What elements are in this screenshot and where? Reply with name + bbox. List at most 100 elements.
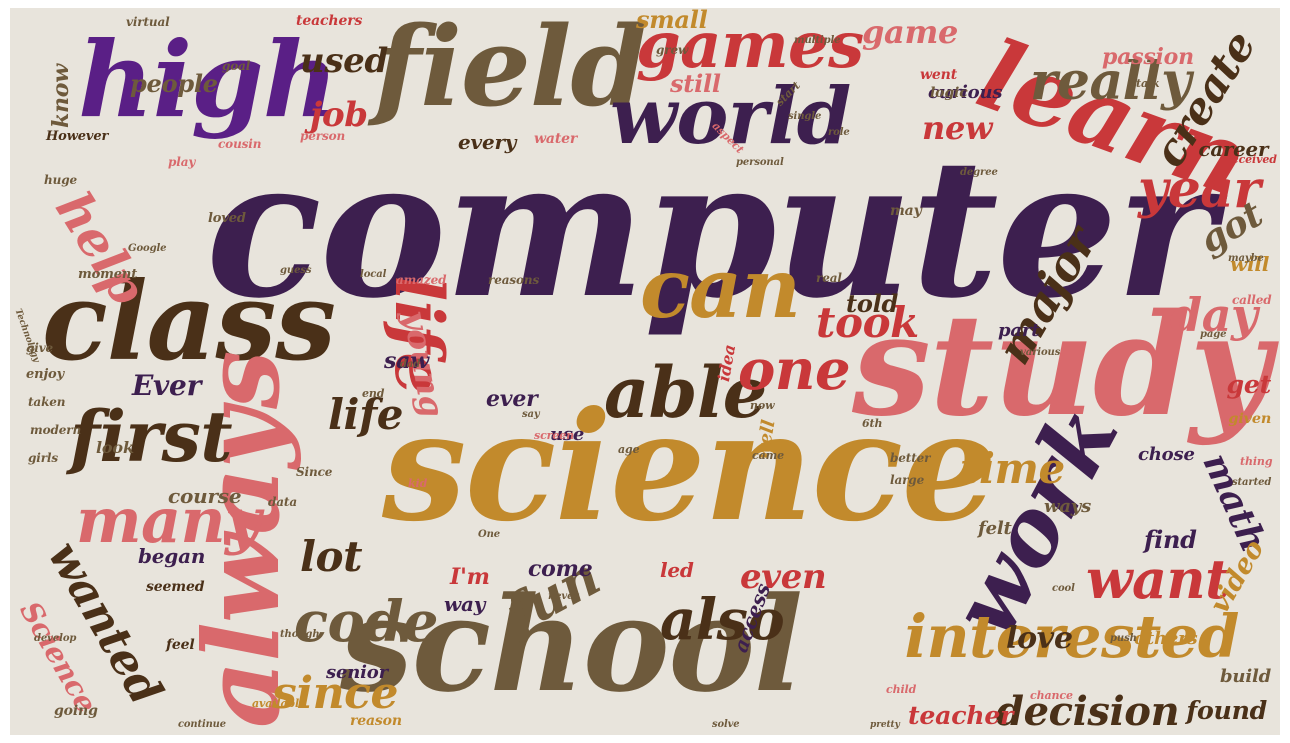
word: screen (534, 429, 575, 442)
word: field (374, 8, 647, 131)
word: maybe (1228, 253, 1264, 264)
word: school (340, 568, 803, 721)
word: even (740, 557, 827, 597)
word: give (26, 341, 54, 355)
word: 6th (862, 417, 883, 430)
word: will (1230, 252, 1270, 276)
word: took (816, 298, 919, 347)
word: really (1030, 51, 1191, 112)
word: I'm (450, 564, 490, 590)
word: Technology (12, 307, 42, 364)
word: chose (1138, 444, 1195, 465)
word: thing (1240, 455, 1273, 468)
word: year (1138, 159, 1261, 220)
word: moment (78, 267, 138, 282)
word: local (360, 269, 387, 280)
word: look (96, 438, 134, 457)
word: went (920, 67, 958, 83)
word: given (1228, 410, 1272, 427)
word: world (610, 71, 851, 162)
word: time (960, 444, 1065, 493)
word: found (1186, 695, 1267, 725)
word: large (890, 473, 925, 487)
word: way (444, 592, 486, 616)
word: used (300, 41, 388, 81)
word: teacher (908, 700, 1014, 730)
word: called (1232, 293, 1272, 307)
word: may (890, 203, 922, 219)
word: play (168, 155, 196, 169)
word: solve (712, 719, 740, 730)
word: talk (1136, 77, 1160, 90)
word: amazed (396, 273, 447, 287)
word: reasons (488, 273, 540, 287)
word-cloud: computer science school study class fiel… (10, 8, 1280, 735)
word: develop (34, 633, 77, 644)
word: push (1110, 633, 1137, 644)
word: still (670, 69, 721, 98)
word: also (660, 587, 785, 653)
word: virtual (126, 15, 170, 29)
word: chance (1030, 689, 1073, 702)
word: end (362, 387, 385, 400)
word: games (636, 8, 864, 83)
word: get (1226, 369, 1272, 399)
word: want (1086, 547, 1230, 611)
word: received (1226, 153, 1277, 166)
word: game (862, 13, 959, 51)
word: personal (736, 157, 784, 168)
word: felt (978, 518, 1012, 539)
word: person (300, 129, 346, 143)
word: career (1198, 137, 1269, 161)
word: Since (296, 465, 333, 479)
word: class (42, 259, 336, 385)
word: life (328, 390, 404, 439)
word: huge (44, 173, 77, 187)
word: child (886, 683, 917, 696)
word: new (922, 109, 993, 147)
word: use (550, 424, 585, 445)
word: loved (208, 211, 246, 226)
word: Google (128, 243, 167, 254)
word: one (738, 337, 851, 403)
word: cousin (218, 137, 262, 151)
word: water (534, 131, 578, 147)
word: guess (280, 265, 312, 276)
word: came (752, 449, 785, 462)
word: saw (384, 348, 429, 374)
word: taken (28, 395, 66, 409)
word: told (846, 289, 899, 318)
word: role (828, 127, 850, 138)
word: feel (166, 637, 195, 653)
word: course (168, 484, 242, 508)
word: modern (30, 423, 82, 437)
word: since (272, 668, 399, 719)
word: others (1134, 628, 1198, 649)
word: began (138, 544, 206, 568)
word: every (458, 130, 517, 154)
word: However (46, 129, 109, 144)
word: study (852, 284, 1271, 448)
word: ways (1044, 496, 1092, 517)
word: single (788, 111, 822, 122)
word: decision (996, 688, 1180, 735)
word: passion (1102, 44, 1194, 70)
word: started (1232, 477, 1272, 488)
word: know (48, 64, 74, 128)
word: first (70, 395, 233, 478)
word: reason (350, 713, 402, 729)
word: find (1144, 525, 1197, 554)
word: now (750, 399, 775, 412)
word: kid (408, 477, 428, 490)
word: logic (930, 85, 968, 101)
word: lot (300, 532, 363, 581)
word: job (310, 95, 368, 135)
word: Ever (132, 369, 202, 402)
word: small (636, 8, 708, 34)
word: pretty (870, 720, 900, 730)
word: better (890, 451, 931, 465)
word: people (130, 69, 218, 98)
word: curious (928, 82, 1003, 103)
word: goal (222, 59, 251, 73)
word: enjoy (26, 367, 65, 382)
